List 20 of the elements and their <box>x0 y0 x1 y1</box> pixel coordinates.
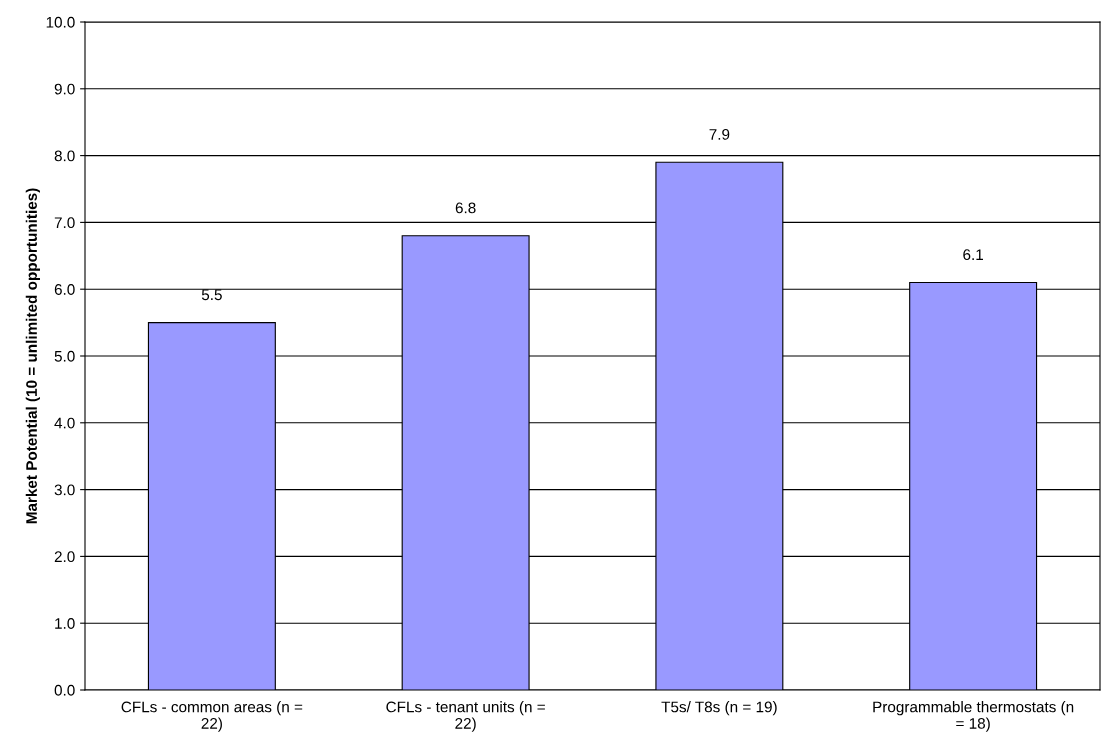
x-tick-label: CFLs - tenant units (n = 22) <box>386 701 545 732</box>
y-tick-label: 3.0 <box>54 484 75 496</box>
y-tick-label: 4.0 <box>54 417 75 429</box>
y-axis-title: Market Potential (10 = unlimited opportunities) <box>25 188 40 524</box>
y-tick-label: 2.0 <box>54 551 75 563</box>
y-tick-label: 9.0 <box>54 83 75 95</box>
data-label: 6.8 <box>455 202 476 214</box>
x-tick-label: Programmable thermostats (n = 18) <box>873 701 1074 732</box>
y-tick-label: 8.0 <box>54 150 75 162</box>
data-label: 6.1 <box>963 249 983 261</box>
x-tick-label: T5s/ T8s (n = 19) <box>661 701 777 716</box>
data-label: 5.5 <box>201 289 222 301</box>
y-tick-label: 6.0 <box>54 284 75 295</box>
y-tick-label: 1.0 <box>55 618 75 629</box>
y-tick-label: 5.0 <box>54 350 75 362</box>
y-tick-label: 0.0 <box>54 684 75 696</box>
data-label: 7.9 <box>709 129 730 140</box>
y-tick-label: 10.0 <box>46 16 75 28</box>
x-tick-label: CFLs - common areas (n = 22) <box>121 701 303 732</box>
y-tick-label: 7.0 <box>54 217 75 229</box>
